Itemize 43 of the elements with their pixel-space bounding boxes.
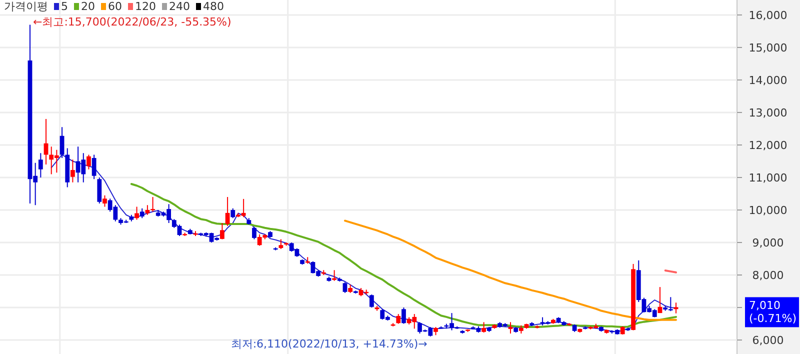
candlestick	[482, 322, 486, 334]
candlestick	[38, 152, 43, 178]
candlestick	[70, 159, 75, 183]
candlestick	[225, 196, 230, 226]
line-series	[344, 220, 677, 321]
candlestick	[140, 208, 144, 219]
candlestick	[402, 307, 406, 324]
y-tick-label: 9,000	[752, 236, 784, 250]
candlestick	[342, 282, 348, 294]
y-tick-label: 6,000	[752, 334, 784, 348]
y-tick-label: 15,000	[748, 41, 788, 54]
y-tick-label: 13,000	[748, 106, 788, 120]
candlestick	[220, 222, 224, 240]
candlestick	[92, 154, 96, 180]
candlestick	[396, 314, 401, 324]
annotation: ←최고:15,700(2022/06/23, -55.35%)	[33, 16, 232, 29]
text: 7,010 (-0.71%)	[749, 299, 796, 326]
candlestick	[508, 322, 513, 334]
legend-label: 60	[108, 0, 122, 13]
candlestick	[134, 206, 139, 220]
annotation: 최저:6,110(2022/10/13, +14.73%)→	[230, 337, 428, 350]
y-tick-label: 12,000	[748, 138, 788, 152]
candlestick	[252, 226, 256, 240]
legend-label: 240	[169, 0, 190, 13]
candlestick	[97, 176, 102, 204]
y-tick-label: 8,000	[752, 269, 784, 282]
candlestick	[369, 294, 374, 308]
candlestick	[230, 208, 236, 219]
candlestick	[674, 302, 678, 314]
legend-label: 120	[135, 0, 156, 13]
legend-label: 20	[81, 0, 95, 13]
legend-label: 5	[61, 0, 68, 13]
y-tick-label: 11,000	[748, 171, 788, 184]
candlestick	[332, 270, 337, 282]
y-tick-label: 10,000	[748, 204, 788, 217]
line-series	[130, 182, 677, 328]
y-tick-label: 16,000	[748, 8, 788, 22]
candlestick	[102, 194, 107, 208]
candlestick	[278, 238, 284, 250]
legend-title: 가격이평	[4, 0, 48, 13]
candlestick	[86, 154, 91, 170]
legend-label: 480	[203, 0, 224, 13]
y-tick-label: 14,000	[748, 74, 788, 87]
